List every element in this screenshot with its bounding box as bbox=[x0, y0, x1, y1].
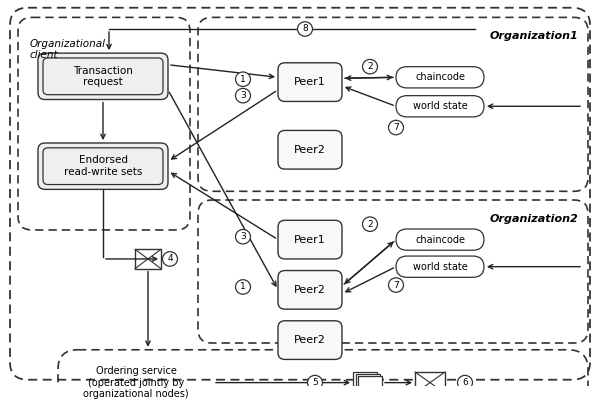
Text: 3: 3 bbox=[240, 91, 246, 100]
Text: Endorsed
read-write sets: Endorsed read-write sets bbox=[64, 155, 142, 177]
Text: world state: world state bbox=[413, 101, 467, 111]
Circle shape bbox=[389, 120, 404, 135]
FancyBboxPatch shape bbox=[278, 130, 342, 169]
Circle shape bbox=[298, 22, 313, 36]
Text: Ordering service
(operated jointly by
organizational nodes): Ordering service (operated jointly by or… bbox=[83, 366, 189, 399]
Text: chaincode: chaincode bbox=[415, 235, 465, 245]
Circle shape bbox=[163, 252, 178, 266]
Circle shape bbox=[362, 217, 377, 232]
Text: world state: world state bbox=[413, 262, 467, 272]
FancyBboxPatch shape bbox=[396, 229, 484, 250]
Text: 1: 1 bbox=[240, 75, 246, 84]
Text: 2: 2 bbox=[367, 220, 373, 229]
Text: Peer1: Peer1 bbox=[294, 77, 326, 87]
Bar bbox=[355, 374, 380, 391]
FancyBboxPatch shape bbox=[43, 148, 163, 184]
FancyBboxPatch shape bbox=[38, 53, 168, 100]
Text: 7: 7 bbox=[393, 123, 399, 132]
FancyBboxPatch shape bbox=[396, 256, 484, 277]
Text: 3: 3 bbox=[240, 232, 246, 241]
FancyBboxPatch shape bbox=[278, 321, 342, 360]
FancyBboxPatch shape bbox=[38, 143, 168, 189]
FancyBboxPatch shape bbox=[396, 67, 484, 88]
Text: 8: 8 bbox=[302, 24, 308, 34]
Text: Peer1: Peer1 bbox=[294, 235, 326, 245]
Bar bbox=[353, 372, 377, 389]
Text: 4: 4 bbox=[167, 254, 173, 264]
FancyBboxPatch shape bbox=[278, 63, 342, 102]
Text: 7: 7 bbox=[393, 280, 399, 290]
Bar bbox=[135, 249, 161, 269]
Text: Peer2: Peer2 bbox=[294, 145, 326, 155]
Text: Organizational
client: Organizational client bbox=[30, 39, 106, 60]
Text: 1: 1 bbox=[240, 282, 246, 292]
Text: Organization2: Organization2 bbox=[489, 214, 578, 224]
Text: Transaction
request: Transaction request bbox=[73, 66, 133, 87]
Text: Organization1: Organization1 bbox=[489, 31, 578, 41]
Text: 5: 5 bbox=[312, 378, 318, 387]
Circle shape bbox=[235, 88, 251, 103]
Bar bbox=[415, 372, 445, 393]
Text: Peer2: Peer2 bbox=[294, 285, 326, 295]
Circle shape bbox=[458, 375, 473, 390]
FancyBboxPatch shape bbox=[278, 270, 342, 309]
Circle shape bbox=[389, 278, 404, 292]
Text: Peer2: Peer2 bbox=[294, 335, 326, 345]
Bar bbox=[358, 376, 382, 394]
Text: 2: 2 bbox=[367, 62, 373, 71]
Text: 6: 6 bbox=[462, 378, 468, 387]
Circle shape bbox=[362, 60, 377, 74]
Circle shape bbox=[235, 230, 251, 244]
Circle shape bbox=[308, 375, 323, 390]
Circle shape bbox=[235, 72, 251, 86]
FancyBboxPatch shape bbox=[396, 96, 484, 117]
Circle shape bbox=[235, 280, 251, 294]
Text: chaincode: chaincode bbox=[415, 72, 465, 82]
FancyBboxPatch shape bbox=[43, 58, 163, 95]
FancyBboxPatch shape bbox=[278, 220, 342, 259]
